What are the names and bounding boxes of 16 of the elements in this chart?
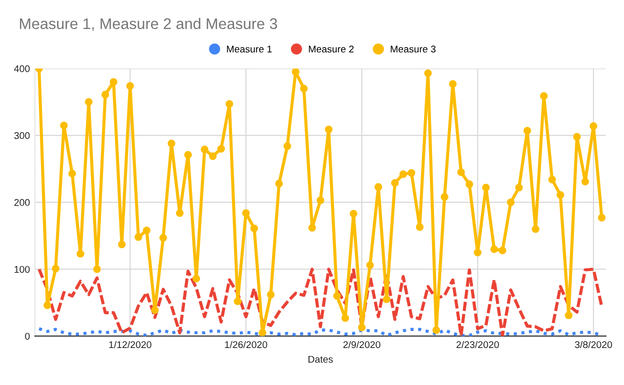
x-axis-title: Dates [308,356,333,363]
y-tick-label: 200 [14,199,30,206]
y-tick-label: 400 [14,65,30,72]
x-tick-label: 1/26/2020 [225,340,268,348]
y-tick-label: 100 [14,266,30,273]
x-tick-label: 3/8/2020 [574,340,612,348]
x-tick-label: 2/23/2020 [456,340,499,348]
legend-label: Measure 3 [390,46,436,53]
y-tick-label: 0 [25,332,30,340]
legend-label: Measure 2 [308,46,354,53]
x-tick-label: 1/12/2020 [109,340,152,348]
line-series [38,268,604,336]
chart-title: Measure 1, Measure 2 and Measure 3 [20,18,278,31]
x-tick-label: 2/9/2020 [343,340,380,348]
y-tick-label: 300 [14,132,30,140]
legend-label: Measure 1 [227,46,272,53]
